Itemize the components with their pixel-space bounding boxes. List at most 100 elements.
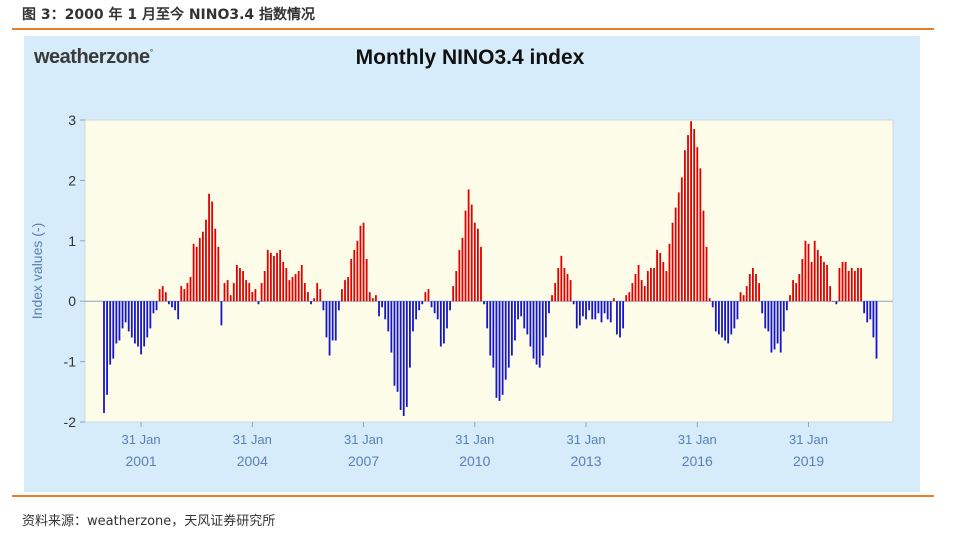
bar [205, 219, 207, 302]
bar [850, 267, 853, 302]
bar [677, 192, 680, 302]
bar [761, 301, 764, 314]
bar [436, 301, 439, 320]
bar [297, 271, 300, 302]
bar [776, 301, 779, 344]
bar [804, 240, 807, 302]
bar [118, 301, 121, 341]
bar [690, 121, 692, 302]
y-tick-label: 3 [68, 112, 76, 128]
bar [276, 252, 278, 302]
bar [696, 147, 699, 302]
x-axis: 31 Jan 2001 31 Jan 2004 31 Jan 2007 31 Jan 2010… [122, 422, 828, 469]
bar [390, 301, 393, 353]
bar [449, 301, 451, 311]
bar [167, 301, 170, 305]
bar [291, 277, 294, 302]
bar [232, 283, 235, 302]
bar [239, 267, 241, 302]
bar [847, 271, 850, 302]
bar [310, 301, 312, 305]
plot-area [84, 119, 894, 423]
x-tick-label-year: 2013 [570, 453, 601, 469]
bar [430, 301, 433, 308]
bar [708, 298, 711, 302]
bar [514, 301, 516, 341]
bar [350, 258, 353, 302]
y-tick-label: 0 [68, 293, 76, 309]
bar [569, 280, 572, 302]
bar [461, 237, 464, 302]
bar [473, 222, 476, 302]
bar [279, 249, 282, 302]
bar [375, 295, 377, 302]
bar [668, 243, 671, 302]
y-tick-label: 1 [68, 233, 76, 249]
bar [103, 301, 105, 413]
y-tick-label: -1 [64, 354, 77, 370]
bar [220, 301, 223, 326]
bar [486, 301, 489, 329]
bar [282, 261, 285, 302]
bar [745, 286, 748, 302]
bar [189, 277, 192, 302]
x-tick-label-year: 2010 [459, 453, 490, 469]
bar [439, 301, 442, 347]
bar [869, 301, 872, 320]
bar [177, 301, 180, 320]
bar [656, 249, 659, 302]
bar [359, 225, 362, 302]
bar [121, 301, 124, 329]
bar [378, 301, 380, 317]
x-tick-label-date: 31 Jan [567, 432, 606, 447]
bar [625, 295, 628, 302]
bar [782, 301, 785, 332]
bar [606, 301, 609, 320]
bar [643, 286, 646, 302]
x-tick-label-year: 2001 [126, 453, 157, 469]
bar [560, 255, 563, 302]
bar [857, 267, 859, 302]
bar [328, 301, 331, 356]
bar [334, 301, 337, 341]
bar [609, 301, 612, 323]
chart-title: Monthly NINO3.4 index [355, 46, 585, 69]
bar [742, 295, 745, 302]
bar [674, 207, 677, 302]
bar [229, 295, 232, 302]
bar [872, 301, 875, 338]
bar [507, 301, 510, 368]
bar [260, 283, 263, 302]
bar [631, 283, 634, 302]
bar [637, 264, 640, 302]
bar [316, 283, 319, 302]
bar [838, 267, 841, 302]
x-tick-label-date: 31 Jan [233, 432, 272, 447]
bar [458, 249, 461, 302]
bar [319, 289, 322, 302]
bar [517, 301, 519, 320]
bar [341, 289, 343, 302]
x-tick-label-year: 2019 [793, 453, 824, 469]
logo-mark: ° [149, 47, 154, 58]
figure-caption: 图 3：2000 年 1 月至今 NINO3.4 指数情况 [22, 7, 316, 23]
bar [829, 286, 832, 302]
bar [384, 301, 387, 320]
bar [211, 201, 214, 302]
bar [721, 301, 723, 338]
bar [115, 301, 118, 344]
bar [646, 271, 649, 302]
bar [659, 252, 662, 302]
x-tick-label-date: 31 Jan [122, 432, 161, 447]
bar [217, 246, 220, 302]
bar [164, 292, 167, 302]
bar [591, 301, 594, 320]
bar [402, 301, 405, 416]
bar [541, 301, 544, 356]
bar [535, 301, 538, 365]
bar [544, 301, 547, 338]
bar [653, 267, 655, 302]
bar [597, 301, 600, 314]
bar [146, 301, 149, 338]
bar [124, 301, 127, 323]
